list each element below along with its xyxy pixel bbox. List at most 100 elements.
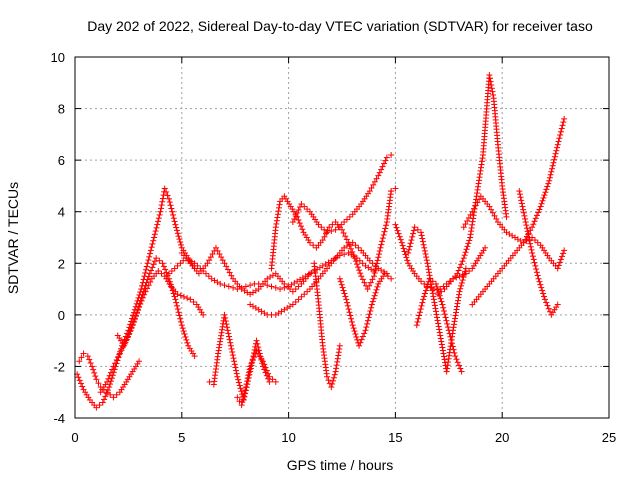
- data-point: [131, 315, 138, 322]
- data-point: [342, 293, 349, 300]
- data-point: [370, 181, 377, 188]
- data-point: [421, 290, 428, 297]
- data-point: [301, 291, 308, 298]
- data-point: [294, 210, 301, 217]
- data-point: [366, 188, 373, 195]
- data-point: [410, 230, 417, 237]
- data-point: [418, 278, 425, 285]
- data-point: [179, 325, 186, 332]
- data-point: [532, 215, 539, 222]
- data-point: [537, 281, 544, 288]
- data-point: [435, 289, 442, 296]
- data-point: [554, 141, 561, 148]
- data-point: [348, 315, 355, 322]
- data-point: [126, 330, 133, 337]
- data-point: [436, 329, 443, 336]
- data-point: [238, 388, 245, 395]
- data-point: [440, 350, 447, 357]
- data-point: [536, 278, 543, 285]
- data-point: [143, 279, 150, 286]
- data-point: [533, 266, 540, 273]
- data-point: [149, 240, 156, 247]
- data-point: [554, 265, 561, 272]
- data-point: [431, 299, 438, 306]
- data-point: [146, 253, 153, 260]
- data-point: [439, 301, 446, 308]
- data-point: [326, 224, 333, 231]
- data-point: [421, 280, 428, 287]
- data-point: [79, 383, 86, 390]
- data-point: [154, 221, 161, 228]
- data-point: [349, 239, 356, 246]
- data-point: [146, 270, 153, 277]
- data-point: [373, 286, 380, 293]
- data-point: [422, 251, 429, 258]
- data-point: [321, 226, 328, 233]
- data-point: [433, 283, 440, 290]
- data-point: [147, 250, 154, 257]
- data-point: [489, 88, 496, 95]
- data-point: [549, 162, 556, 169]
- data-point: [368, 304, 375, 311]
- data-point: [249, 357, 256, 364]
- data-point: [381, 228, 388, 235]
- data-point: [374, 283, 381, 290]
- y-tick-label: 6: [58, 153, 65, 168]
- data-point: [340, 229, 347, 236]
- data-point: [398, 239, 405, 246]
- data-point: [408, 237, 415, 244]
- data-point: [341, 290, 348, 297]
- data-point: [557, 132, 564, 139]
- data-point: [429, 290, 436, 297]
- data-point: [488, 206, 495, 213]
- data-point: [420, 296, 427, 303]
- data-point: [534, 272, 541, 279]
- data-point: [355, 244, 362, 251]
- data-point: [336, 346, 343, 353]
- data-point: [526, 237, 533, 244]
- data-point: [339, 226, 345, 233]
- data-point: [406, 243, 413, 250]
- data-point: [458, 282, 465, 289]
- data-point: [368, 184, 375, 191]
- data-point: [155, 218, 162, 225]
- data-point: [148, 267, 155, 274]
- data-point: [424, 281, 431, 288]
- data-point: [544, 183, 551, 190]
- data-point: [436, 326, 443, 333]
- data-point: [432, 305, 439, 312]
- data-point: [163, 269, 170, 276]
- data-point: [550, 159, 557, 166]
- data-point: [243, 381, 250, 388]
- data-point: [224, 266, 231, 273]
- data-point: [292, 298, 299, 305]
- data-point: [113, 391, 120, 398]
- data-point: [486, 75, 493, 82]
- data-point: [298, 293, 305, 300]
- data-point: [523, 222, 530, 229]
- y-tick-label: 8: [58, 102, 65, 117]
- data-point: [225, 330, 232, 337]
- data-point: [266, 373, 273, 380]
- data-point: [212, 244, 219, 251]
- data-point: [458, 279, 465, 286]
- data-point: [522, 219, 529, 226]
- data-point: [248, 360, 255, 367]
- data-point: [407, 240, 414, 247]
- data-point: [371, 292, 378, 299]
- data-point: [559, 253, 566, 260]
- data-point: [110, 394, 117, 401]
- data-point: [102, 393, 109, 400]
- data-point: [423, 254, 430, 261]
- data-point: [535, 209, 542, 216]
- data-point: [221, 311, 228, 318]
- data-point: [438, 341, 445, 348]
- data-point: [440, 353, 447, 360]
- data-point: [418, 229, 425, 236]
- data-point: [124, 333, 131, 340]
- data-point: [457, 285, 464, 292]
- data-point: [383, 270, 390, 277]
- data-point: [78, 354, 85, 361]
- data-point: [177, 315, 184, 322]
- data-point: [217, 280, 224, 287]
